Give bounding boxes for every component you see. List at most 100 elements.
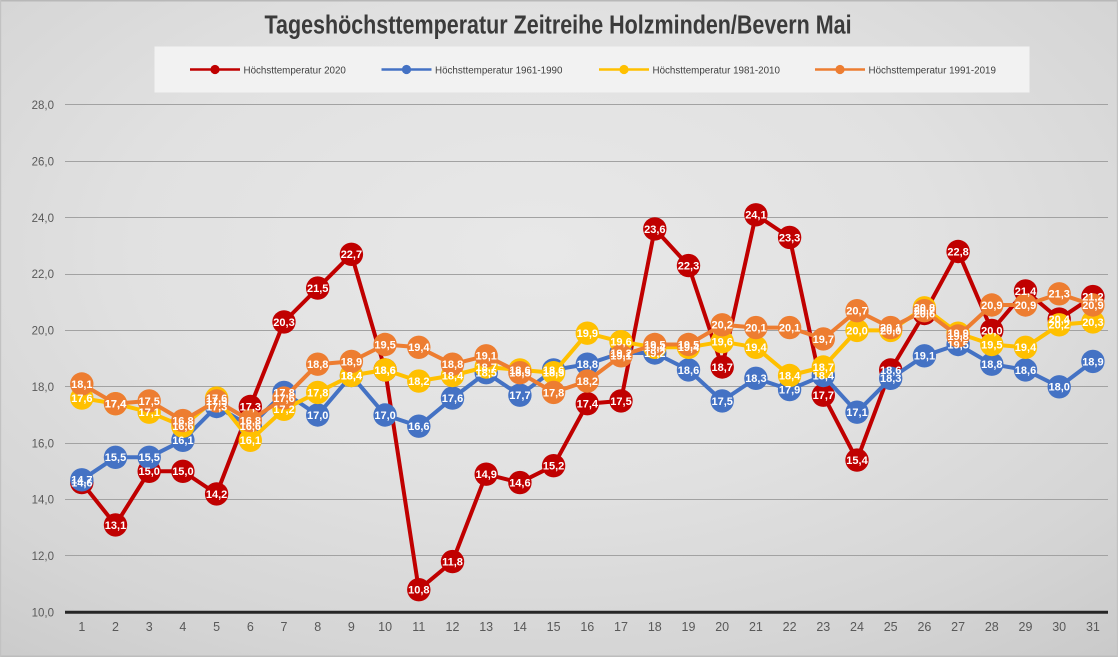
svg-text:25: 25 (884, 620, 898, 634)
svg-text:22,3: 22,3 (678, 261, 699, 273)
svg-text:15,5: 15,5 (138, 452, 159, 464)
svg-text:6: 6 (247, 620, 254, 634)
svg-text:19,5: 19,5 (644, 339, 665, 351)
svg-text:20,3: 20,3 (1082, 317, 1103, 329)
svg-text:19,6: 19,6 (610, 337, 631, 349)
svg-text:18,1: 18,1 (71, 379, 92, 391)
svg-text:Höchsttemperatur 1991-2019: Höchsttemperatur 1991-2019 (869, 66, 996, 77)
svg-text:19,4: 19,4 (408, 342, 430, 354)
svg-text:19,7: 19,7 (813, 334, 834, 346)
svg-text:18,6: 18,6 (509, 365, 530, 377)
svg-text:18,4: 18,4 (341, 370, 363, 382)
svg-text:18,8: 18,8 (307, 359, 328, 371)
svg-text:16,6: 16,6 (172, 421, 193, 433)
svg-text:14,7: 14,7 (71, 475, 92, 487)
svg-text:Tageshöchsttemperatur Zeitreih: Tageshöchsttemperatur Zeitreihe Holzmind… (264, 11, 851, 41)
svg-text:16,1: 16,1 (240, 435, 261, 447)
svg-text:20,0: 20,0 (846, 325, 867, 337)
svg-text:20,4: 20,4 (1048, 314, 1070, 326)
svg-text:18,6: 18,6 (543, 365, 564, 377)
svg-text:31: 31 (1086, 620, 1100, 634)
svg-text:18,6: 18,6 (1015, 365, 1036, 377)
svg-text:26: 26 (917, 620, 931, 634)
svg-text:18,2: 18,2 (577, 376, 598, 388)
svg-text:7: 7 (281, 620, 288, 634)
svg-text:20,0: 20,0 (981, 325, 1002, 337)
svg-text:Höchsttemperatur 1961-1990: Höchsttemperatur 1961-1990 (435, 66, 563, 77)
svg-text:15,2: 15,2 (543, 461, 564, 473)
svg-text:19,2: 19,2 (610, 348, 631, 360)
svg-text:17,5: 17,5 (610, 396, 631, 408)
svg-text:20,1: 20,1 (745, 323, 766, 335)
svg-text:17: 17 (614, 620, 628, 634)
svg-text:21,4: 21,4 (1015, 286, 1037, 298)
svg-text:20,7: 20,7 (914, 306, 935, 318)
svg-text:17,4: 17,4 (105, 399, 127, 411)
svg-text:19,1: 19,1 (475, 351, 496, 363)
svg-text:19,5: 19,5 (374, 339, 395, 351)
svg-text:18,4: 18,4 (813, 370, 835, 382)
svg-text:17,8: 17,8 (543, 387, 564, 399)
svg-text:17,3: 17,3 (206, 401, 227, 413)
svg-text:18,5: 18,5 (543, 368, 564, 380)
svg-text:18,7: 18,7 (475, 362, 496, 374)
svg-text:15,4: 15,4 (846, 455, 868, 467)
svg-text:19,1: 19,1 (610, 351, 631, 363)
svg-text:16,6: 16,6 (240, 421, 261, 433)
svg-text:17,5: 17,5 (711, 396, 732, 408)
svg-text:18,5: 18,5 (509, 368, 530, 380)
svg-text:20,1: 20,1 (880, 323, 901, 335)
svg-text:14,6: 14,6 (509, 478, 530, 490)
svg-text:19,9: 19,9 (577, 328, 598, 340)
svg-text:14,0: 14,0 (32, 495, 54, 507)
svg-text:18,6: 18,6 (880, 365, 901, 377)
svg-text:19,2: 19,2 (644, 348, 665, 360)
svg-text:18,8: 18,8 (577, 359, 598, 371)
svg-text:18,9: 18,9 (1082, 356, 1103, 368)
svg-text:19,5: 19,5 (678, 339, 699, 351)
svg-text:17,9: 17,9 (779, 385, 800, 397)
svg-text:17,4: 17,4 (577, 399, 599, 411)
svg-text:19,4: 19,4 (745, 342, 767, 354)
svg-text:16,8: 16,8 (172, 416, 193, 428)
svg-text:24,0: 24,0 (32, 213, 54, 225)
svg-text:20,6: 20,6 (914, 308, 935, 320)
svg-text:24: 24 (850, 620, 864, 634)
svg-text:20,3: 20,3 (273, 317, 294, 329)
svg-text:30: 30 (1052, 620, 1066, 634)
svg-text:17,6: 17,6 (442, 393, 463, 405)
svg-text:17,1: 17,1 (138, 407, 159, 419)
svg-text:Höchsttemperatur 1981-2010: Höchsttemperatur 1981-2010 (653, 66, 781, 77)
svg-text:17,5: 17,5 (138, 396, 159, 408)
svg-text:22,0: 22,0 (32, 269, 54, 281)
svg-text:16,1: 16,1 (172, 435, 193, 447)
svg-text:14,2: 14,2 (206, 489, 227, 501)
svg-text:17,0: 17,0 (374, 410, 395, 422)
svg-text:22,8: 22,8 (947, 246, 968, 258)
svg-text:13: 13 (479, 620, 493, 634)
svg-text:17,0: 17,0 (307, 410, 328, 422)
svg-text:17,7: 17,7 (813, 390, 834, 402)
svg-text:26,0: 26,0 (32, 157, 54, 169)
svg-text:21,3: 21,3 (1048, 289, 1069, 301)
svg-text:10,0: 10,0 (32, 608, 54, 620)
svg-text:20,2: 20,2 (711, 320, 732, 332)
svg-text:18,5: 18,5 (475, 368, 496, 380)
svg-text:17,3: 17,3 (240, 401, 261, 413)
svg-text:29: 29 (1019, 620, 1033, 634)
svg-text:20,8: 20,8 (914, 303, 935, 315)
svg-text:20: 20 (715, 620, 729, 634)
svg-text:19,9: 19,9 (947, 328, 968, 340)
svg-text:19,4: 19,4 (678, 342, 700, 354)
svg-text:17,7: 17,7 (509, 390, 530, 402)
svg-text:27: 27 (951, 620, 965, 634)
svg-text:19,6: 19,6 (711, 337, 732, 349)
svg-text:4: 4 (179, 620, 186, 634)
svg-text:18,2: 18,2 (408, 376, 429, 388)
svg-text:18,0: 18,0 (1048, 382, 1069, 394)
svg-text:10,8: 10,8 (408, 585, 429, 597)
svg-text:18,8: 18,8 (981, 359, 1002, 371)
svg-text:19: 19 (682, 620, 696, 634)
svg-text:16: 16 (580, 620, 594, 634)
svg-text:18,8: 18,8 (442, 359, 463, 371)
